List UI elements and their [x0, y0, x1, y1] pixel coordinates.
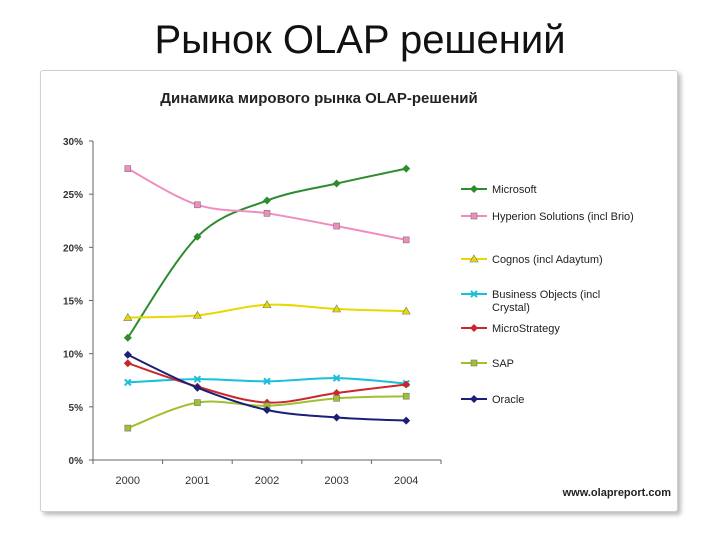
data-point-hyperion-solutions-incl-brio: [333, 222, 340, 230]
data-point-hyperion-solutions-incl-brio: [402, 236, 410, 244]
x-tick-label: 2001: [185, 475, 209, 487]
series-line-microsoft: [126, 167, 407, 339]
slide-title: Рынок OLAP решений: [154, 18, 566, 62]
data-point-hyperion-solutions-incl-brio: [194, 201, 201, 209]
legend-marker-business-objects-incl-crystal: [470, 290, 478, 298]
legend-label-hyperion-solutions-incl-brio: Hyperion Solutions (incl Brio): [492, 211, 634, 223]
legend-marker-oracle: [470, 395, 478, 403]
x-tick-label: 2004: [394, 475, 418, 487]
legend-label-microsoft: Microsoft: [492, 184, 537, 196]
data-point-oracle: [263, 406, 271, 415]
x-tick-label: 2002: [255, 475, 279, 487]
y-tick-label: 15%: [63, 297, 83, 308]
data-point-cognos-incl-adaytum: [262, 300, 272, 309]
data-point-sap: [402, 392, 410, 400]
data-point-sap: [333, 395, 340, 402]
data-point-microsoft: [123, 333, 132, 342]
chart-frame: Динамика мирового рынка OLAP-решений www…: [40, 70, 678, 512]
legend-marker-microsoft: [470, 185, 478, 193]
data-point-oracle: [123, 350, 132, 359]
data-point-cognos-incl-adaytum: [192, 310, 202, 319]
y-tick-label: 0%: [69, 456, 84, 467]
data-point-microsoft: [263, 196, 271, 205]
line-chart: Динамика мирового рынка OLAP-решений www…: [63, 90, 672, 499]
y-tick-label: 25%: [63, 190, 83, 201]
data-point-oracle: [332, 413, 341, 422]
legend-label-oracle: Oracle: [492, 394, 524, 406]
y-tick-label: 5%: [69, 403, 84, 414]
data-point-cognos-incl-adaytum: [332, 304, 342, 313]
data-point-business-objects-incl-crystal: [124, 378, 132, 387]
legend-label-business-objects-incl-crystal: Business Objects (incl Crystal): [492, 289, 600, 314]
data-point-microsoft: [332, 179, 341, 188]
data-point-oracle: [402, 416, 411, 425]
data-point-business-objects-incl-crystal: [263, 377, 271, 386]
data-point-hyperion-solutions-incl-brio: [263, 210, 271, 217]
legend-marker-cognos-incl-adaytum: [469, 254, 479, 263]
chart-source: www.olapreport.com: [562, 487, 672, 499]
data-point-cognos-incl-adaytum: [123, 312, 133, 321]
legend-label-cognos-incl-adaytum: Cognos (incl Adaytum): [492, 254, 603, 266]
legend-label-microstrategy: MicroStrategy: [492, 323, 560, 335]
data-point-microstrategy: [123, 359, 132, 368]
data-point-microstrategy: [332, 389, 341, 398]
data-point-hyperion-solutions-incl-brio: [124, 165, 132, 172]
legend-marker-microstrategy: [470, 324, 478, 332]
data-point-business-objects-incl-crystal: [193, 375, 202, 383]
y-tick-label: 10%: [63, 350, 83, 361]
x-tick-label: 2003: [324, 475, 348, 487]
legend-marker-sap: [470, 359, 478, 367]
y-tick-label: 30%: [63, 137, 83, 148]
legend-marker-hyperion-solutions-incl-brio: [470, 212, 478, 220]
y-tick-label: 20%: [63, 243, 83, 254]
data-point-microstrategy: [402, 380, 411, 389]
data-point-microsoft: [193, 232, 202, 241]
x-tick-label: 2000: [116, 475, 140, 487]
data-point-sap: [124, 424, 132, 432]
data-point-sap: [194, 399, 201, 406]
data-point-business-objects-incl-crystal: [332, 374, 341, 382]
data-point-cognos-incl-adaytum: [401, 306, 411, 315]
data-point-oracle: [193, 383, 202, 392]
data-point-microsoft: [402, 164, 411, 173]
chart-title: Динамика мирового рынка OLAP-решений: [160, 90, 477, 107]
legend-label-sap: SAP: [492, 358, 514, 370]
